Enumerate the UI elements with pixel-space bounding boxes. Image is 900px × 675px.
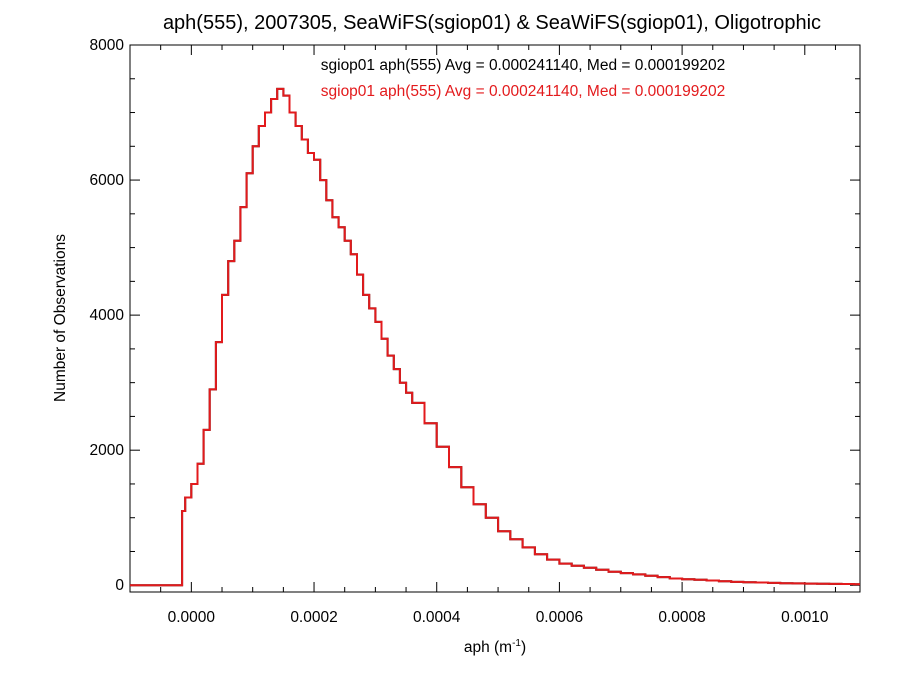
y-axis-label: Number of Observations (52, 234, 69, 402)
x-tick-label: 0.0010 (781, 609, 829, 626)
y-tick-label: 0 (115, 577, 124, 594)
x-tick-label: 0.0004 (413, 609, 461, 626)
axis-ticks: 0.0000 0.0002 0.0004 0.0006 0.0008 0.0010 0 200… (90, 37, 860, 626)
plot-frame (129, 44, 861, 593)
x-tick-label: 0.0002 (290, 609, 337, 626)
x-axis-label-base: aph (m (464, 639, 512, 656)
series-layer (130, 87, 860, 587)
x-tick-label: 0.0000 (168, 609, 216, 626)
x-axis-label-end: ) (521, 639, 526, 656)
legend-entry-1: sgiop01 aph(555) Avg = 0.000241140, Med … (321, 57, 726, 74)
y-tick-label: 4000 (90, 307, 125, 324)
x-axis-label-sup: -1 (512, 638, 521, 649)
plot-area: 0.0000 0.0002 0.0004 0.0006 0.0008 0.0010 0 200… (90, 37, 861, 626)
y-tick-label: 2000 (90, 442, 125, 459)
series-line-1 (130, 87, 860, 587)
legend-entry-2: sgiop01 aph(555) Avg = 0.000241140, Med … (321, 83, 726, 100)
x-tick-label: 0.0008 (658, 609, 705, 626)
y-tick-label: 6000 (90, 172, 125, 189)
series-line-2 (130, 87, 860, 587)
x-axis-label: aph (m-1) (464, 638, 526, 656)
x-tick-label: 0.0006 (536, 609, 583, 626)
y-tick-label: 8000 (90, 37, 125, 54)
chart-title: aph(555), 2007305, SeaWiFS(sgiop01) & Se… (163, 12, 821, 34)
